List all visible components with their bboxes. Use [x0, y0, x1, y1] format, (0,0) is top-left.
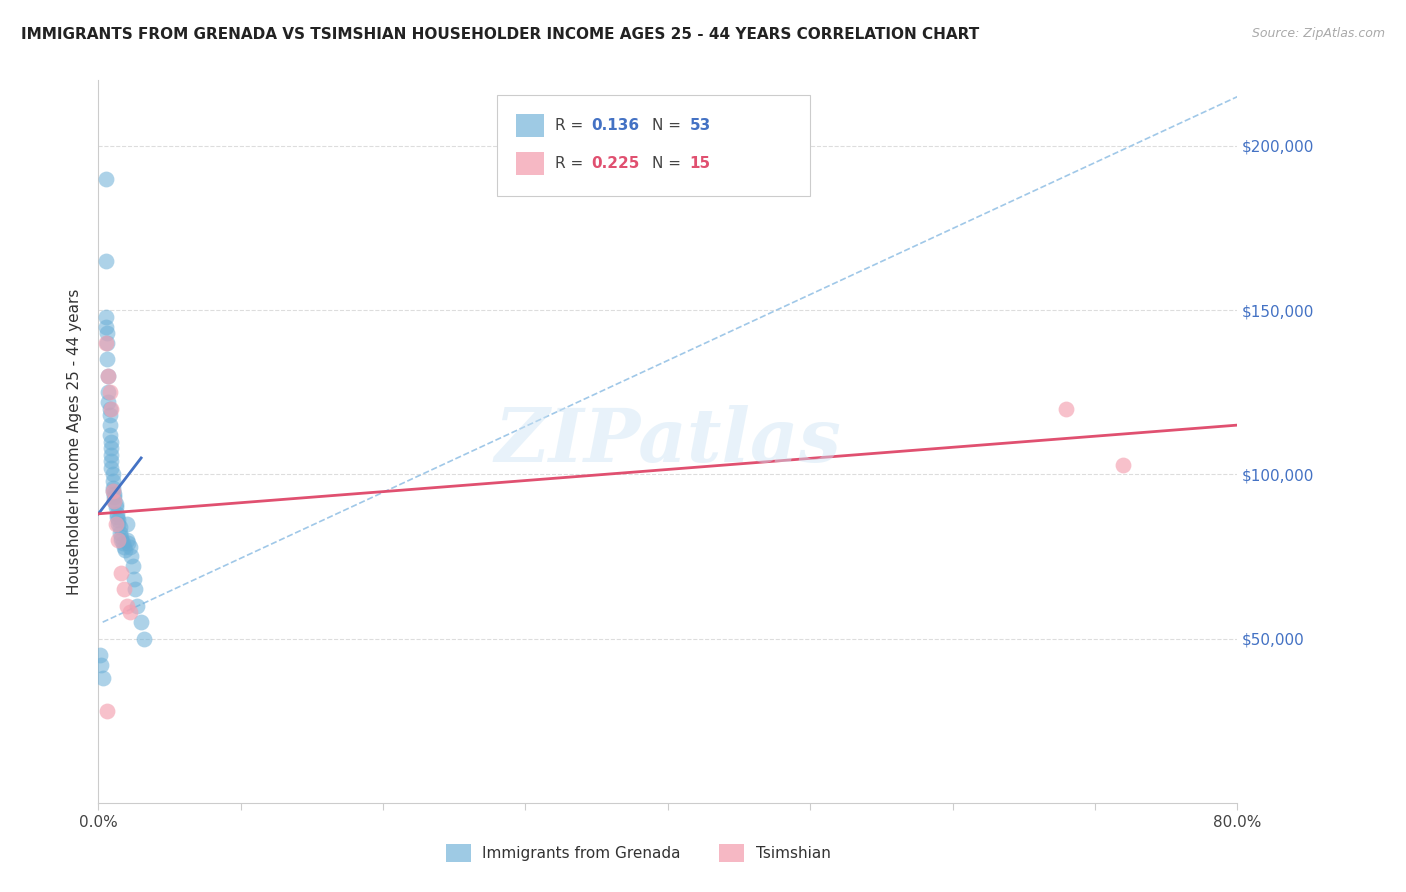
- Y-axis label: Householder Income Ages 25 - 44 years: Householder Income Ages 25 - 44 years: [67, 288, 83, 595]
- Point: [115, 599, 138, 613]
- Point: [100, 434, 122, 449]
- Text: 15: 15: [689, 156, 710, 171]
- Bar: [446, 845, 471, 863]
- Text: 53: 53: [689, 119, 711, 133]
- Point: [110, 530, 132, 544]
- Point: [98, 409, 121, 423]
- Point: [101, 483, 124, 498]
- Point: [110, 533, 132, 547]
- Point: [97, 385, 120, 400]
- Point: [94, 171, 117, 186]
- Point: [114, 542, 136, 557]
- Point: [101, 467, 124, 482]
- Point: [103, 491, 125, 505]
- Point: [98, 428, 121, 442]
- Point: [101, 481, 124, 495]
- Point: [94, 310, 117, 324]
- Point: [110, 566, 132, 580]
- Text: Source: ZipAtlas.com: Source: ZipAtlas.com: [1251, 27, 1385, 40]
- Point: [115, 533, 138, 547]
- Point: [97, 395, 120, 409]
- Point: [115, 516, 138, 531]
- Text: 0.225: 0.225: [592, 156, 640, 171]
- Point: [120, 549, 142, 564]
- Point: [129, 615, 152, 630]
- Point: [104, 516, 127, 531]
- FancyBboxPatch shape: [498, 95, 810, 196]
- Point: [1112, 458, 1135, 472]
- Bar: [718, 845, 744, 863]
- Point: [107, 533, 129, 547]
- Point: [132, 632, 155, 646]
- Point: [100, 441, 122, 455]
- Point: [100, 401, 122, 416]
- Bar: [516, 152, 544, 175]
- Point: [89, 648, 111, 662]
- Point: [121, 559, 143, 574]
- Point: [103, 493, 125, 508]
- Text: R =: R =: [555, 156, 588, 171]
- Text: 0.136: 0.136: [592, 119, 640, 133]
- Point: [98, 418, 121, 433]
- Point: [103, 493, 125, 508]
- Point: [103, 487, 125, 501]
- Point: [98, 385, 121, 400]
- Point: [118, 540, 141, 554]
- Point: [94, 319, 117, 334]
- Text: Tsimshian: Tsimshian: [755, 846, 831, 861]
- Point: [100, 448, 122, 462]
- Point: [96, 326, 118, 341]
- Point: [108, 526, 131, 541]
- Text: N =: N =: [652, 156, 686, 171]
- Point: [97, 368, 120, 383]
- Point: [122, 573, 145, 587]
- Point: [101, 474, 124, 488]
- Point: [105, 510, 128, 524]
- Text: R =: R =: [555, 119, 588, 133]
- Point: [91, 671, 114, 685]
- Point: [108, 520, 131, 534]
- Point: [107, 513, 129, 527]
- Point: [112, 582, 135, 597]
- Bar: [516, 114, 544, 137]
- Point: [125, 599, 148, 613]
- Point: [98, 401, 121, 416]
- Text: Immigrants from Grenada: Immigrants from Grenada: [482, 846, 681, 861]
- Point: [100, 454, 122, 468]
- Point: [111, 536, 134, 550]
- Text: N =: N =: [652, 119, 686, 133]
- Point: [101, 483, 124, 498]
- Point: [107, 516, 129, 531]
- Point: [96, 336, 118, 351]
- Point: [94, 336, 117, 351]
- Point: [105, 507, 128, 521]
- Point: [104, 500, 127, 515]
- Point: [118, 605, 141, 619]
- Point: [117, 536, 139, 550]
- Point: [96, 704, 118, 718]
- Point: [124, 582, 146, 597]
- Point: [100, 460, 122, 475]
- Point: [104, 497, 127, 511]
- Point: [1056, 401, 1078, 416]
- Point: [90, 657, 112, 672]
- Point: [94, 253, 117, 268]
- Point: [97, 368, 120, 383]
- Point: [96, 352, 118, 367]
- Text: IMMIGRANTS FROM GRENADA VS TSIMSHIAN HOUSEHOLDER INCOME AGES 25 - 44 YEARS CORRE: IMMIGRANTS FROM GRENADA VS TSIMSHIAN HOU…: [21, 27, 980, 42]
- Point: [112, 540, 135, 554]
- Text: ZIPatlas: ZIPatlas: [495, 405, 841, 478]
